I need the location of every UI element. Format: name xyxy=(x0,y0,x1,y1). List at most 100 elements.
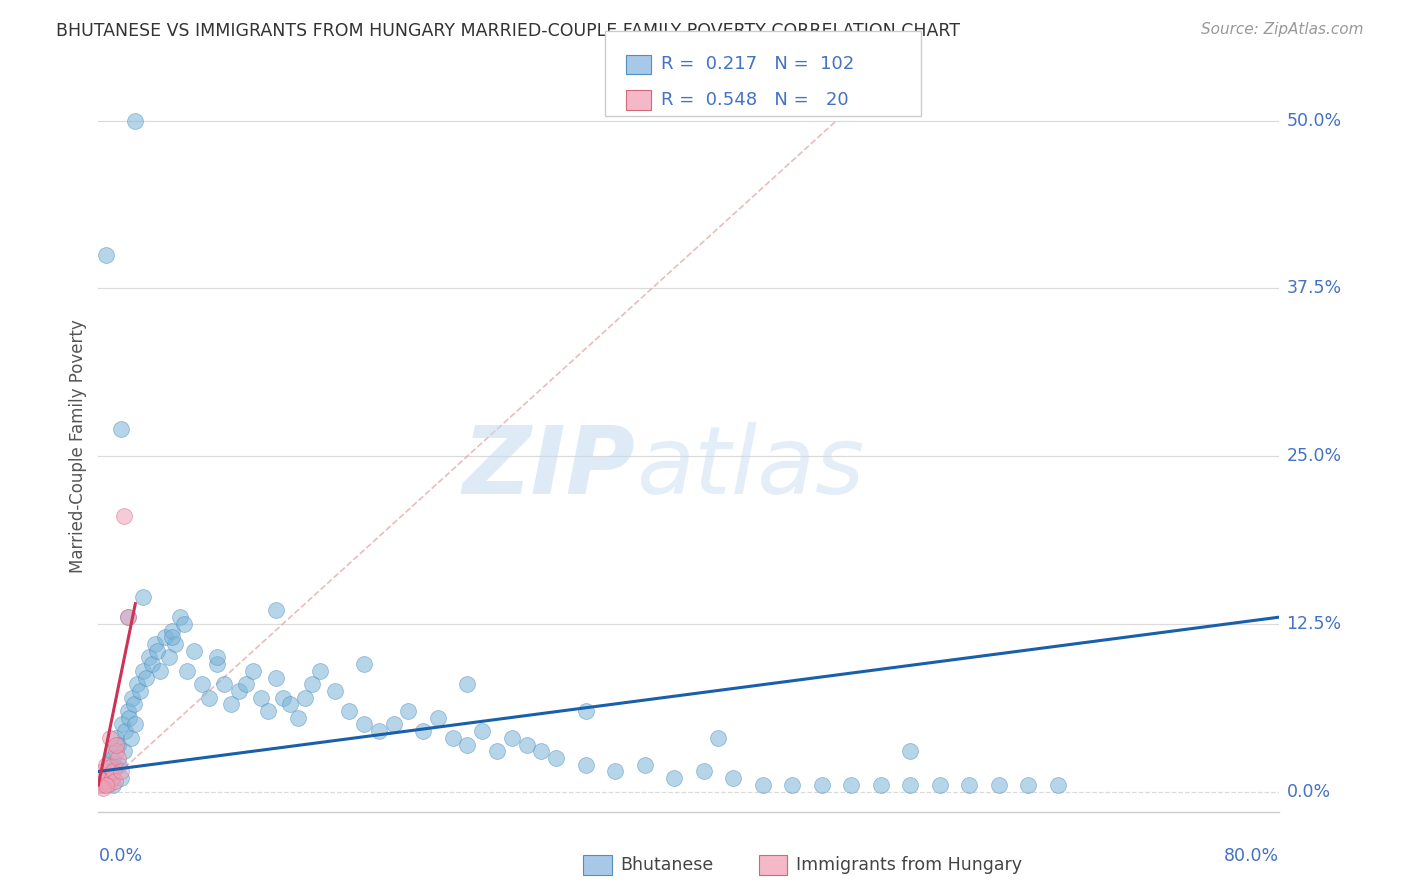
Point xyxy=(869,778,891,792)
Point xyxy=(117,704,139,718)
Point xyxy=(633,757,655,772)
Point xyxy=(427,711,450,725)
Point xyxy=(153,630,176,644)
Point xyxy=(104,773,127,788)
Point xyxy=(516,738,538,752)
Point xyxy=(90,771,112,785)
Point xyxy=(501,731,523,745)
Point xyxy=(125,677,148,691)
Point xyxy=(96,768,118,782)
Point xyxy=(94,757,117,772)
Point xyxy=(839,778,862,792)
Point xyxy=(486,744,509,758)
Point xyxy=(191,677,214,691)
Point xyxy=(103,764,125,779)
Text: ZIP: ZIP xyxy=(463,422,636,514)
Point xyxy=(751,778,773,792)
Point xyxy=(117,610,139,624)
Point xyxy=(900,778,922,792)
Point xyxy=(138,650,160,665)
Point xyxy=(183,643,205,657)
Y-axis label: Married-Couple Family Poverty: Married-Couple Family Poverty xyxy=(69,319,87,573)
Point xyxy=(987,778,1010,792)
Point xyxy=(98,731,121,745)
Point xyxy=(471,724,494,739)
Point xyxy=(456,677,478,691)
Point xyxy=(242,664,264,678)
Point xyxy=(108,757,131,772)
Point xyxy=(118,711,141,725)
Point xyxy=(146,643,169,657)
Point xyxy=(574,704,596,718)
Point xyxy=(707,731,730,745)
Text: 25.0%: 25.0% xyxy=(1286,447,1341,465)
Text: 12.5%: 12.5% xyxy=(1286,615,1341,632)
Point xyxy=(278,698,302,712)
Point xyxy=(112,744,135,758)
Point xyxy=(782,778,804,792)
Point xyxy=(97,757,120,772)
Point xyxy=(723,771,745,785)
Point xyxy=(103,778,125,792)
Point xyxy=(110,422,132,436)
Point xyxy=(107,738,129,752)
Point xyxy=(105,731,128,745)
Point xyxy=(456,738,478,752)
Point xyxy=(105,744,128,758)
Point xyxy=(132,590,155,604)
Point xyxy=(98,760,121,774)
Point xyxy=(97,776,120,790)
Point xyxy=(96,773,118,788)
Text: R =  0.548   N =   20: R = 0.548 N = 20 xyxy=(661,91,848,109)
Point xyxy=(120,731,142,745)
Point xyxy=(149,664,172,678)
Point xyxy=(135,671,157,685)
Point xyxy=(91,780,114,795)
Point xyxy=(143,637,166,651)
Text: 50.0%: 50.0% xyxy=(1286,112,1341,129)
Point xyxy=(574,757,596,772)
Point xyxy=(382,717,405,731)
Point xyxy=(235,677,257,691)
Point xyxy=(323,684,346,698)
Point xyxy=(124,717,146,731)
Point xyxy=(100,771,122,785)
Point xyxy=(111,717,134,731)
Point xyxy=(91,764,114,779)
Point xyxy=(122,698,145,712)
Point xyxy=(441,731,464,745)
Point xyxy=(157,650,180,665)
Point xyxy=(173,616,195,631)
Point xyxy=(107,751,129,765)
Point xyxy=(176,664,198,678)
Point xyxy=(94,778,117,792)
Point xyxy=(257,704,280,718)
Point xyxy=(162,630,183,644)
Point xyxy=(928,778,950,792)
Point xyxy=(198,690,221,705)
Point xyxy=(117,610,139,624)
Point xyxy=(301,677,323,691)
Point xyxy=(264,671,287,685)
Text: 37.5%: 37.5% xyxy=(1286,279,1341,297)
Point xyxy=(664,771,686,785)
Point xyxy=(100,744,122,758)
Point xyxy=(105,738,128,752)
Text: Bhutanese: Bhutanese xyxy=(620,856,713,874)
Point xyxy=(91,778,114,792)
Point xyxy=(94,248,117,262)
Point xyxy=(141,657,163,671)
Point xyxy=(693,764,716,779)
Point xyxy=(205,657,228,671)
Point xyxy=(219,698,243,712)
Text: 0.0%: 0.0% xyxy=(1286,782,1330,801)
Point xyxy=(103,751,125,765)
Point xyxy=(368,724,391,739)
Point xyxy=(959,778,981,792)
Point xyxy=(110,764,132,779)
Point xyxy=(353,657,375,671)
Text: BHUTANESE VS IMMIGRANTS FROM HUNGARY MARRIED-COUPLE FAMILY POVERTY CORRELATION C: BHUTANESE VS IMMIGRANTS FROM HUNGARY MAR… xyxy=(56,22,960,40)
Point xyxy=(132,664,155,678)
Text: Source: ZipAtlas.com: Source: ZipAtlas.com xyxy=(1201,22,1364,37)
Text: Immigrants from Hungary: Immigrants from Hungary xyxy=(796,856,1022,874)
